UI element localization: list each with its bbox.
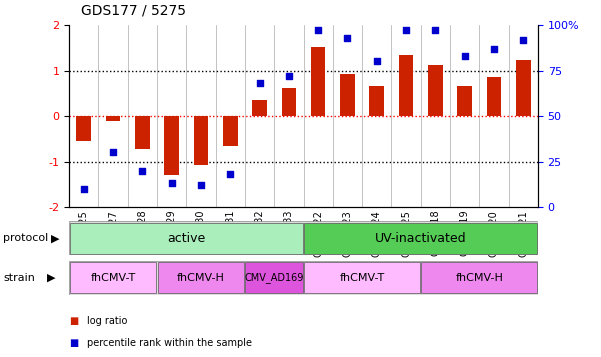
- Bar: [252, 100, 267, 116]
- Bar: [135, 116, 150, 149]
- Text: strain: strain: [3, 272, 35, 283]
- Point: [108, 150, 118, 155]
- Text: fhCMV-H: fhCMV-H: [177, 272, 225, 283]
- Text: ▶: ▶: [47, 272, 55, 283]
- Text: CMV_AD169: CMV_AD169: [245, 272, 304, 283]
- Bar: [76, 116, 91, 141]
- Bar: [70, 223, 303, 253]
- Bar: [281, 88, 296, 116]
- Text: ▶: ▶: [51, 233, 59, 243]
- Point: [138, 168, 147, 174]
- Point: [255, 80, 264, 86]
- Bar: [370, 86, 384, 116]
- Bar: [70, 262, 156, 293]
- Point: [225, 171, 235, 177]
- Point: [460, 53, 469, 59]
- Text: log ratio: log ratio: [87, 316, 127, 326]
- Bar: [457, 86, 472, 116]
- Point: [343, 35, 352, 41]
- Point: [313, 27, 323, 33]
- Bar: [304, 262, 420, 293]
- Bar: [164, 116, 179, 175]
- Text: active: active: [167, 232, 206, 245]
- Text: ■: ■: [69, 316, 78, 326]
- Text: ■: ■: [69, 338, 78, 348]
- Bar: [194, 116, 209, 165]
- Text: UV-inactivated: UV-inactivated: [375, 232, 466, 245]
- Text: fhCMV-T: fhCMV-T: [340, 272, 385, 283]
- Text: percentile rank within the sample: percentile rank within the sample: [87, 338, 252, 348]
- Bar: [340, 74, 355, 116]
- Bar: [223, 116, 237, 146]
- Point: [372, 59, 382, 64]
- Bar: [157, 262, 245, 293]
- Text: GDS177 / 5275: GDS177 / 5275: [81, 4, 186, 18]
- Text: fhCMV-T: fhCMV-T: [90, 272, 136, 283]
- Bar: [428, 65, 443, 116]
- Bar: [421, 262, 537, 293]
- Point: [284, 73, 294, 79]
- Point: [196, 182, 206, 188]
- Point: [401, 27, 411, 33]
- Point: [79, 186, 88, 192]
- Point: [489, 46, 499, 51]
- Bar: [245, 262, 303, 293]
- Bar: [311, 47, 326, 116]
- Bar: [516, 60, 531, 116]
- Bar: [106, 116, 120, 121]
- Point: [167, 181, 177, 186]
- Text: fhCMV-H: fhCMV-H: [456, 272, 503, 283]
- Bar: [398, 55, 413, 116]
- Text: protocol: protocol: [3, 233, 48, 243]
- Bar: [304, 223, 537, 253]
- Bar: [487, 77, 501, 116]
- Point: [519, 37, 528, 42]
- Point: [430, 27, 440, 33]
